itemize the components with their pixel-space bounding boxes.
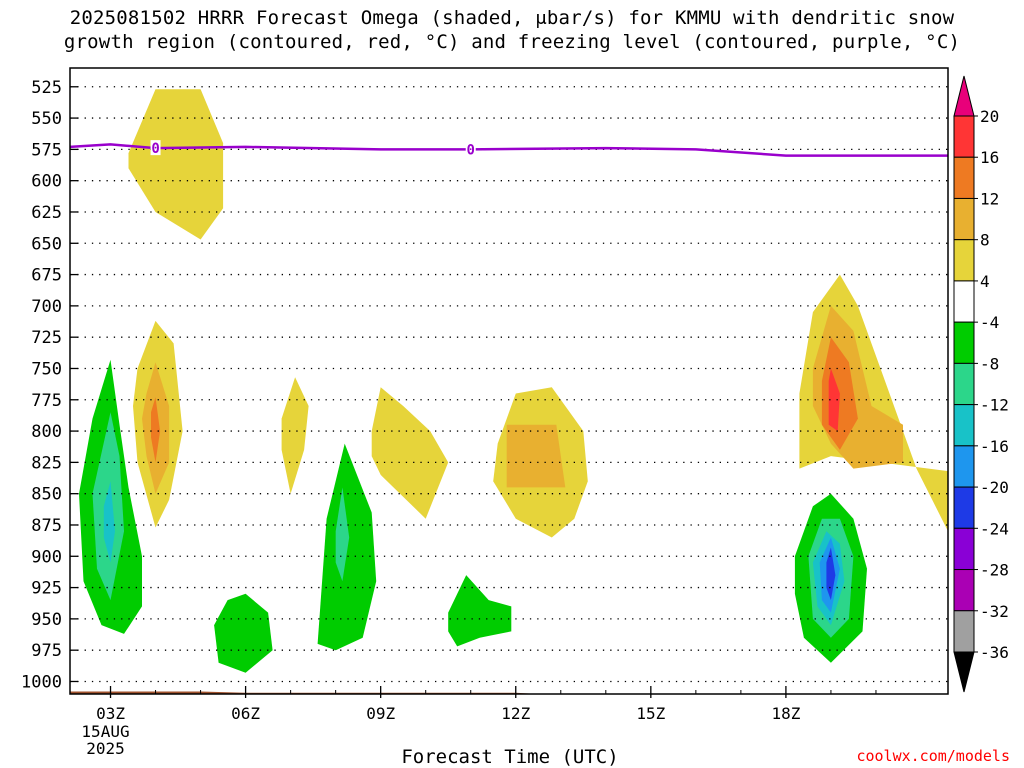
colorbar-box-12 bbox=[953, 610, 975, 653]
colorbar-box-11 bbox=[953, 569, 975, 612]
colorbar-bottom-arrow bbox=[953, 651, 975, 693]
y-tick-label-975: 975 bbox=[31, 641, 62, 661]
chart-title: 2025081502 HRRR Forecast Omega (shaded, … bbox=[0, 6, 1024, 54]
plot-frame bbox=[69, 67, 949, 695]
colorbar-top-arrow bbox=[953, 75, 975, 117]
colorbar-box-9 bbox=[953, 486, 975, 529]
y-tick-label-850: 850 bbox=[31, 485, 62, 505]
colorbar-box-6 bbox=[953, 362, 975, 406]
colorbar-box-0 bbox=[953, 115, 975, 158]
omega-region-5 bbox=[371, 387, 449, 519]
colorbar-label-11: -28 bbox=[980, 561, 1009, 580]
x-tick-sublabel-1: 2025 bbox=[86, 739, 125, 758]
y-tick-label-900: 900 bbox=[31, 547, 62, 567]
colorbar-label-8: -16 bbox=[980, 437, 1009, 456]
colorbar-label-6: -8 bbox=[980, 354, 999, 373]
omega-region-0 bbox=[128, 89, 224, 240]
x-tick-label-03Z: 03Z bbox=[96, 704, 125, 723]
omega-region-17 bbox=[335, 487, 350, 582]
x-tick-label-06Z: 06Z bbox=[231, 704, 260, 723]
y-tick-label-775: 775 bbox=[31, 391, 62, 411]
colorbar-label-1: 16 bbox=[980, 148, 999, 167]
colorbar-label-5: -4 bbox=[980, 313, 999, 332]
source-credit: coolwx.com/models bbox=[856, 747, 1010, 765]
x-tick-label-18Z: 18Z bbox=[771, 704, 800, 723]
y-tick-label-525: 525 bbox=[31, 78, 62, 98]
colorbar-label-10: -24 bbox=[980, 519, 1009, 538]
x-tick-label-15Z: 15Z bbox=[636, 704, 665, 723]
colorbar-label-7: -12 bbox=[980, 396, 1009, 415]
colorbar-label-3: 8 bbox=[980, 231, 990, 250]
colorbar-box-7 bbox=[953, 404, 975, 447]
x-tick-sublabel-0: 15AUG bbox=[81, 722, 129, 741]
omega-region-18 bbox=[448, 575, 512, 647]
omega-region-4 bbox=[281, 377, 309, 494]
y-tick-label-600: 600 bbox=[31, 172, 62, 192]
y-tick-label-825: 825 bbox=[31, 453, 62, 473]
colorbar-box-4 bbox=[953, 280, 975, 323]
freezing-level-label-bg-0 bbox=[150, 140, 161, 156]
colorbar: 20 16 12 8 4 -4 -8 -12 -16 -20 -24 -28 -32 -36 bbox=[953, 75, 1009, 693]
chart-title-line1: 2025081502 HRRR Forecast Omega (shaded, … bbox=[69, 7, 955, 29]
omega-region-23 bbox=[826, 547, 836, 601]
freezing-level-label-1: 0 bbox=[467, 142, 475, 158]
omega-region-3 bbox=[151, 397, 161, 463]
colorbar-label-2: 12 bbox=[980, 189, 999, 208]
omega-region-11 bbox=[828, 368, 840, 432]
colorbar-label-4: 4 bbox=[980, 272, 990, 291]
colorbar-box-2 bbox=[953, 197, 975, 241]
omega-region-15 bbox=[214, 593, 273, 673]
colorbar-label-9: -20 bbox=[980, 478, 1009, 497]
x-axis-label: Forecast Time (UTC) bbox=[401, 746, 619, 768]
omega-region-14 bbox=[103, 481, 115, 563]
colorbar-label-13: -36 bbox=[980, 643, 1009, 662]
y-tick-label-725: 725 bbox=[31, 328, 62, 348]
freezing-level-line bbox=[70, 143, 948, 157]
y-tick-label-650: 650 bbox=[31, 234, 62, 254]
colorbar-label-0: 20 bbox=[980, 107, 999, 126]
y-tick-label-925: 925 bbox=[31, 579, 62, 599]
y-tick-label-875: 875 bbox=[31, 516, 62, 536]
freezing-level-label-bg-1 bbox=[465, 141, 476, 157]
y-tick-label-575: 575 bbox=[31, 140, 62, 160]
y-tick-label-625: 625 bbox=[31, 203, 62, 223]
chart-title-line2: growth region (contoured, red, °C) and f… bbox=[63, 31, 961, 53]
colorbar-box-10 bbox=[953, 527, 975, 571]
y-tick-label-1000: 1000 bbox=[21, 672, 62, 692]
y-tick-label-675: 675 bbox=[31, 266, 62, 286]
colorbar-box-3 bbox=[953, 239, 975, 282]
x-tick-label-12Z: 12Z bbox=[501, 704, 530, 723]
y-tick-label-750: 750 bbox=[31, 359, 62, 379]
colorbar-box-1 bbox=[953, 156, 975, 199]
y-tick-label-950: 950 bbox=[31, 610, 62, 630]
y-tick-label-700: 700 bbox=[31, 297, 62, 317]
colorbar-label-12: -32 bbox=[980, 602, 1009, 621]
freezing-level-label-0: 0 bbox=[151, 141, 159, 157]
omega-region-7 bbox=[506, 424, 566, 488]
x-tick-label-09Z: 09Z bbox=[366, 704, 395, 723]
y-tick-label-800: 800 bbox=[31, 422, 62, 442]
y-tick-label-550: 550 bbox=[31, 109, 62, 129]
colorbar-box-5 bbox=[953, 321, 975, 364]
colorbar-box-8 bbox=[953, 445, 975, 488]
